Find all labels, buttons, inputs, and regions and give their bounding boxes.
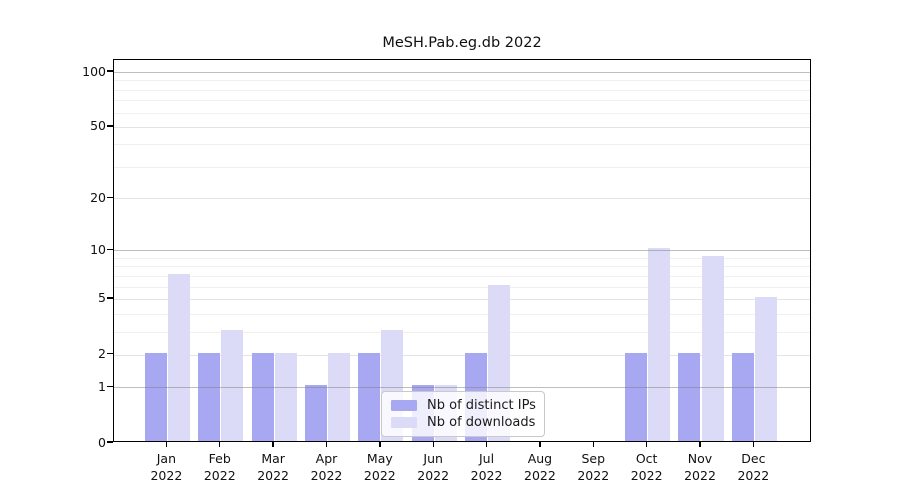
gridline-minor [114,112,810,114]
y-tick-label: 10 [90,241,106,257]
x-tick-mark [645,442,648,447]
bar [221,329,244,441]
gridline-minor [114,266,810,268]
y-tick-mark [107,385,113,387]
bar [198,352,221,441]
gridline-minor [114,331,810,333]
gridline-decade [114,72,810,73]
y-tick-mark [107,196,113,198]
bar [358,352,381,441]
x-tick-label: Aug 2022 [524,451,556,483]
y-tick-label: 50 [90,118,106,134]
gridline-minor [114,100,810,102]
y-tick-label: 20 [90,189,106,205]
gridline-decade [114,387,810,389]
legend-row: Nb of downloads [391,415,536,431]
gridline-decade [114,250,810,252]
x-tick-mark [379,442,381,447]
x-tick-label: Dec 2022 [737,451,770,483]
gridline-minor [114,166,810,168]
x-tick-mark [325,442,328,447]
legend-swatch [391,417,417,428]
plot-area [113,59,811,442]
x-tick-label: Feb 2022 [203,451,236,483]
bar [304,385,327,441]
y-tick-mark [107,297,113,299]
x-tick-mark [592,442,594,447]
bar [648,248,671,441]
y-tick-label: 100 [82,63,106,79]
gridline-minor [114,144,810,146]
gridline-major [114,126,810,128]
y-tick-label: 5 [98,290,106,306]
x-tick-label: Apr 2022 [310,451,343,483]
legend: Nb of distinct IPs Nb of downloads [381,391,545,437]
gridline-minor [114,313,810,315]
x-tick-mark [432,442,434,447]
gridline-minor [114,286,810,288]
x-tick-label: Sep 2022 [577,451,610,483]
gridline-minor [114,257,810,259]
gridline-minor [114,89,810,91]
bar [144,352,167,441]
x-tick-mark [752,442,755,447]
x-tick-mark [272,442,274,447]
y-tick-label: 2 [98,346,106,362]
x-tick-label: Mar 2022 [257,451,290,483]
y-tick-label: 0 [98,434,106,450]
x-tick-label: Jan 2022 [150,451,183,483]
gridlines-layer [114,60,810,441]
chart-title: MeSH.Pab.eg.db 2022 [382,35,542,51]
y-tick-label: 1 [98,378,106,394]
x-tick-label: May 2022 [363,451,396,483]
y-tick-mark [107,248,113,250]
x-tick-label: Nov 2022 [684,451,716,483]
x-tick-label: Oct 2022 [630,451,663,483]
x-tick-mark [539,442,541,447]
x-tick-label: Jun 2022 [417,451,450,483]
x-tick-mark [699,442,701,447]
y-tick-mark [107,441,113,443]
bar [328,352,351,441]
bar [251,352,274,441]
y-tick-mark [107,352,113,355]
x-tick-label: Jul 2022 [470,451,503,483]
bar [625,352,648,441]
gridline-major [114,298,810,300]
y-tick-mark [107,125,113,127]
x-tick-mark [165,442,168,447]
legend-row: Nb of distinct IPs [391,398,536,414]
gridline-minor [114,80,810,82]
legend-label: Nb of distinct IPs [427,398,536,413]
gridline-major [114,354,810,356]
x-tick-mark [485,442,488,447]
bar [754,296,777,441]
bar [274,352,297,441]
legend-label: Nb of downloads [427,415,536,430]
gridline-minor [114,275,810,277]
bar [731,352,754,441]
legend-swatch [391,400,417,411]
bar [701,255,724,441]
x-tick-mark [219,442,221,447]
bar [168,273,190,441]
gridline-major [114,198,810,200]
y-tick-mark [107,70,113,72]
decade-gridlines-layer [114,60,810,441]
bar [678,352,701,441]
